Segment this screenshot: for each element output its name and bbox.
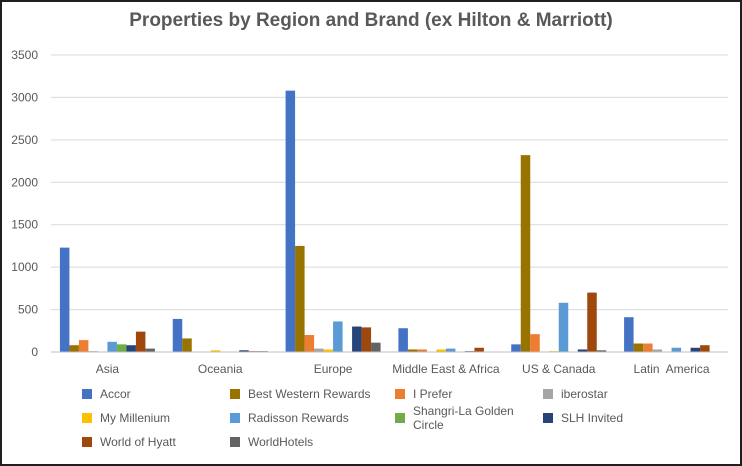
- y-tick-label: 2000: [11, 175, 38, 189]
- bar: [624, 317, 634, 352]
- x-tick-label: Middle East & Africa: [392, 362, 500, 376]
- legend-item: Radisson Rewards: [230, 411, 395, 425]
- x-tick-label: Europe: [314, 362, 353, 376]
- x-tick-label: Asia: [96, 362, 120, 376]
- legend-swatch: [543, 413, 553, 423]
- bar: [577, 349, 588, 352]
- legend-swatch: [82, 389, 92, 399]
- bar: [587, 292, 597, 352]
- bar: [530, 334, 540, 352]
- bars: [59, 90, 710, 352]
- y-tick-label: 0: [31, 345, 38, 359]
- y-tick-label: 2500: [11, 133, 38, 147]
- bar: [643, 343, 653, 352]
- legend-swatch: [230, 437, 240, 447]
- bar: [652, 349, 663, 352]
- gridlines: [51, 54, 728, 311]
- legend-item: Accor: [82, 387, 230, 401]
- bar: [520, 155, 531, 352]
- y-tick-label: 1500: [11, 218, 38, 232]
- legend-item: Best Western Rewards: [230, 387, 395, 401]
- bar: [78, 340, 89, 352]
- legend-swatch: [230, 413, 240, 423]
- bar: [352, 326, 362, 352]
- legend-label: Accor: [100, 387, 131, 401]
- y-tick-label: 3500: [11, 48, 38, 62]
- legend-label: World of Hyatt: [100, 435, 176, 449]
- legend-item: WorldHotels: [230, 435, 395, 449]
- y-tick-label: 500: [18, 303, 38, 317]
- bar: [59, 247, 70, 352]
- legend-label: WorldHotels: [248, 435, 314, 449]
- x-tick-label: Oceania: [198, 362, 243, 376]
- legend-item: My Millenium: [82, 411, 230, 425]
- bar: [69, 345, 79, 352]
- bar: [172, 318, 183, 352]
- bar: [558, 302, 569, 352]
- bar: [361, 327, 372, 352]
- bar: [371, 342, 381, 352]
- x-tick-label: US & Canada: [522, 362, 596, 376]
- legend-item: World of Hyatt: [82, 435, 230, 449]
- bar: [107, 341, 117, 352]
- bar: [285, 90, 296, 352]
- bar: [436, 349, 446, 352]
- bar: [295, 245, 305, 352]
- legend: Accor Best Western Rewards I Prefer iberost…: [82, 387, 722, 449]
- legend-label: I Prefer: [413, 387, 453, 401]
- x-axis-ticks: Asia Oceania Europe Middle East & Africa US …: [96, 362, 710, 376]
- bar: [511, 344, 521, 352]
- legend-label: iberostar: [561, 387, 608, 401]
- y-tick-label: 3000: [11, 90, 38, 104]
- bar: [398, 328, 408, 352]
- bar: [182, 338, 192, 352]
- legend-label: Shangri-La Golden Circle: [413, 404, 514, 432]
- legend-label: Best Western Rewards: [248, 387, 371, 401]
- bar: [210, 350, 221, 352]
- legend-item: I Prefer: [395, 387, 543, 401]
- bar: [116, 344, 127, 352]
- legend-swatch: [82, 437, 92, 447]
- legend-label: Radisson Rewards: [248, 411, 349, 425]
- bar: [239, 350, 249, 352]
- bar: [314, 348, 324, 352]
- legend-swatch: [82, 413, 92, 423]
- bar: [304, 335, 315, 352]
- legend-swatch: [395, 389, 405, 399]
- bar: [445, 348, 456, 352]
- bar: [145, 348, 155, 352]
- legend-label: My Millenium: [100, 411, 171, 425]
- bar: [126, 345, 136, 352]
- legend-swatch: [230, 389, 240, 399]
- legend-item: iberostar: [543, 387, 703, 401]
- legend-item: SLH Invited: [543, 411, 703, 425]
- bar: [671, 347, 682, 352]
- y-axis-ticks: 0 500 1000 1500 2000 2500 3000 3500: [11, 48, 38, 359]
- x-tick-label: Latin America: [634, 362, 710, 376]
- chart-title: Properties by Region and Brand (ex Hilto…: [129, 10, 613, 31]
- bar: [333, 321, 343, 352]
- y-tick-label: 1000: [11, 260, 38, 274]
- bar: [323, 349, 334, 352]
- bar: [633, 343, 644, 352]
- legend-swatch: [543, 389, 553, 399]
- bar: [407, 349, 418, 352]
- bar: [690, 347, 701, 352]
- legend-item: Shangri-La Golden Circle: [395, 404, 543, 432]
- legend-label: SLH Invited: [561, 411, 624, 425]
- legend-swatch: [395, 413, 405, 423]
- bar: [700, 345, 710, 352]
- bar: [596, 350, 607, 352]
- bar: [417, 349, 427, 352]
- bar: [474, 347, 484, 352]
- bar: [135, 331, 146, 352]
